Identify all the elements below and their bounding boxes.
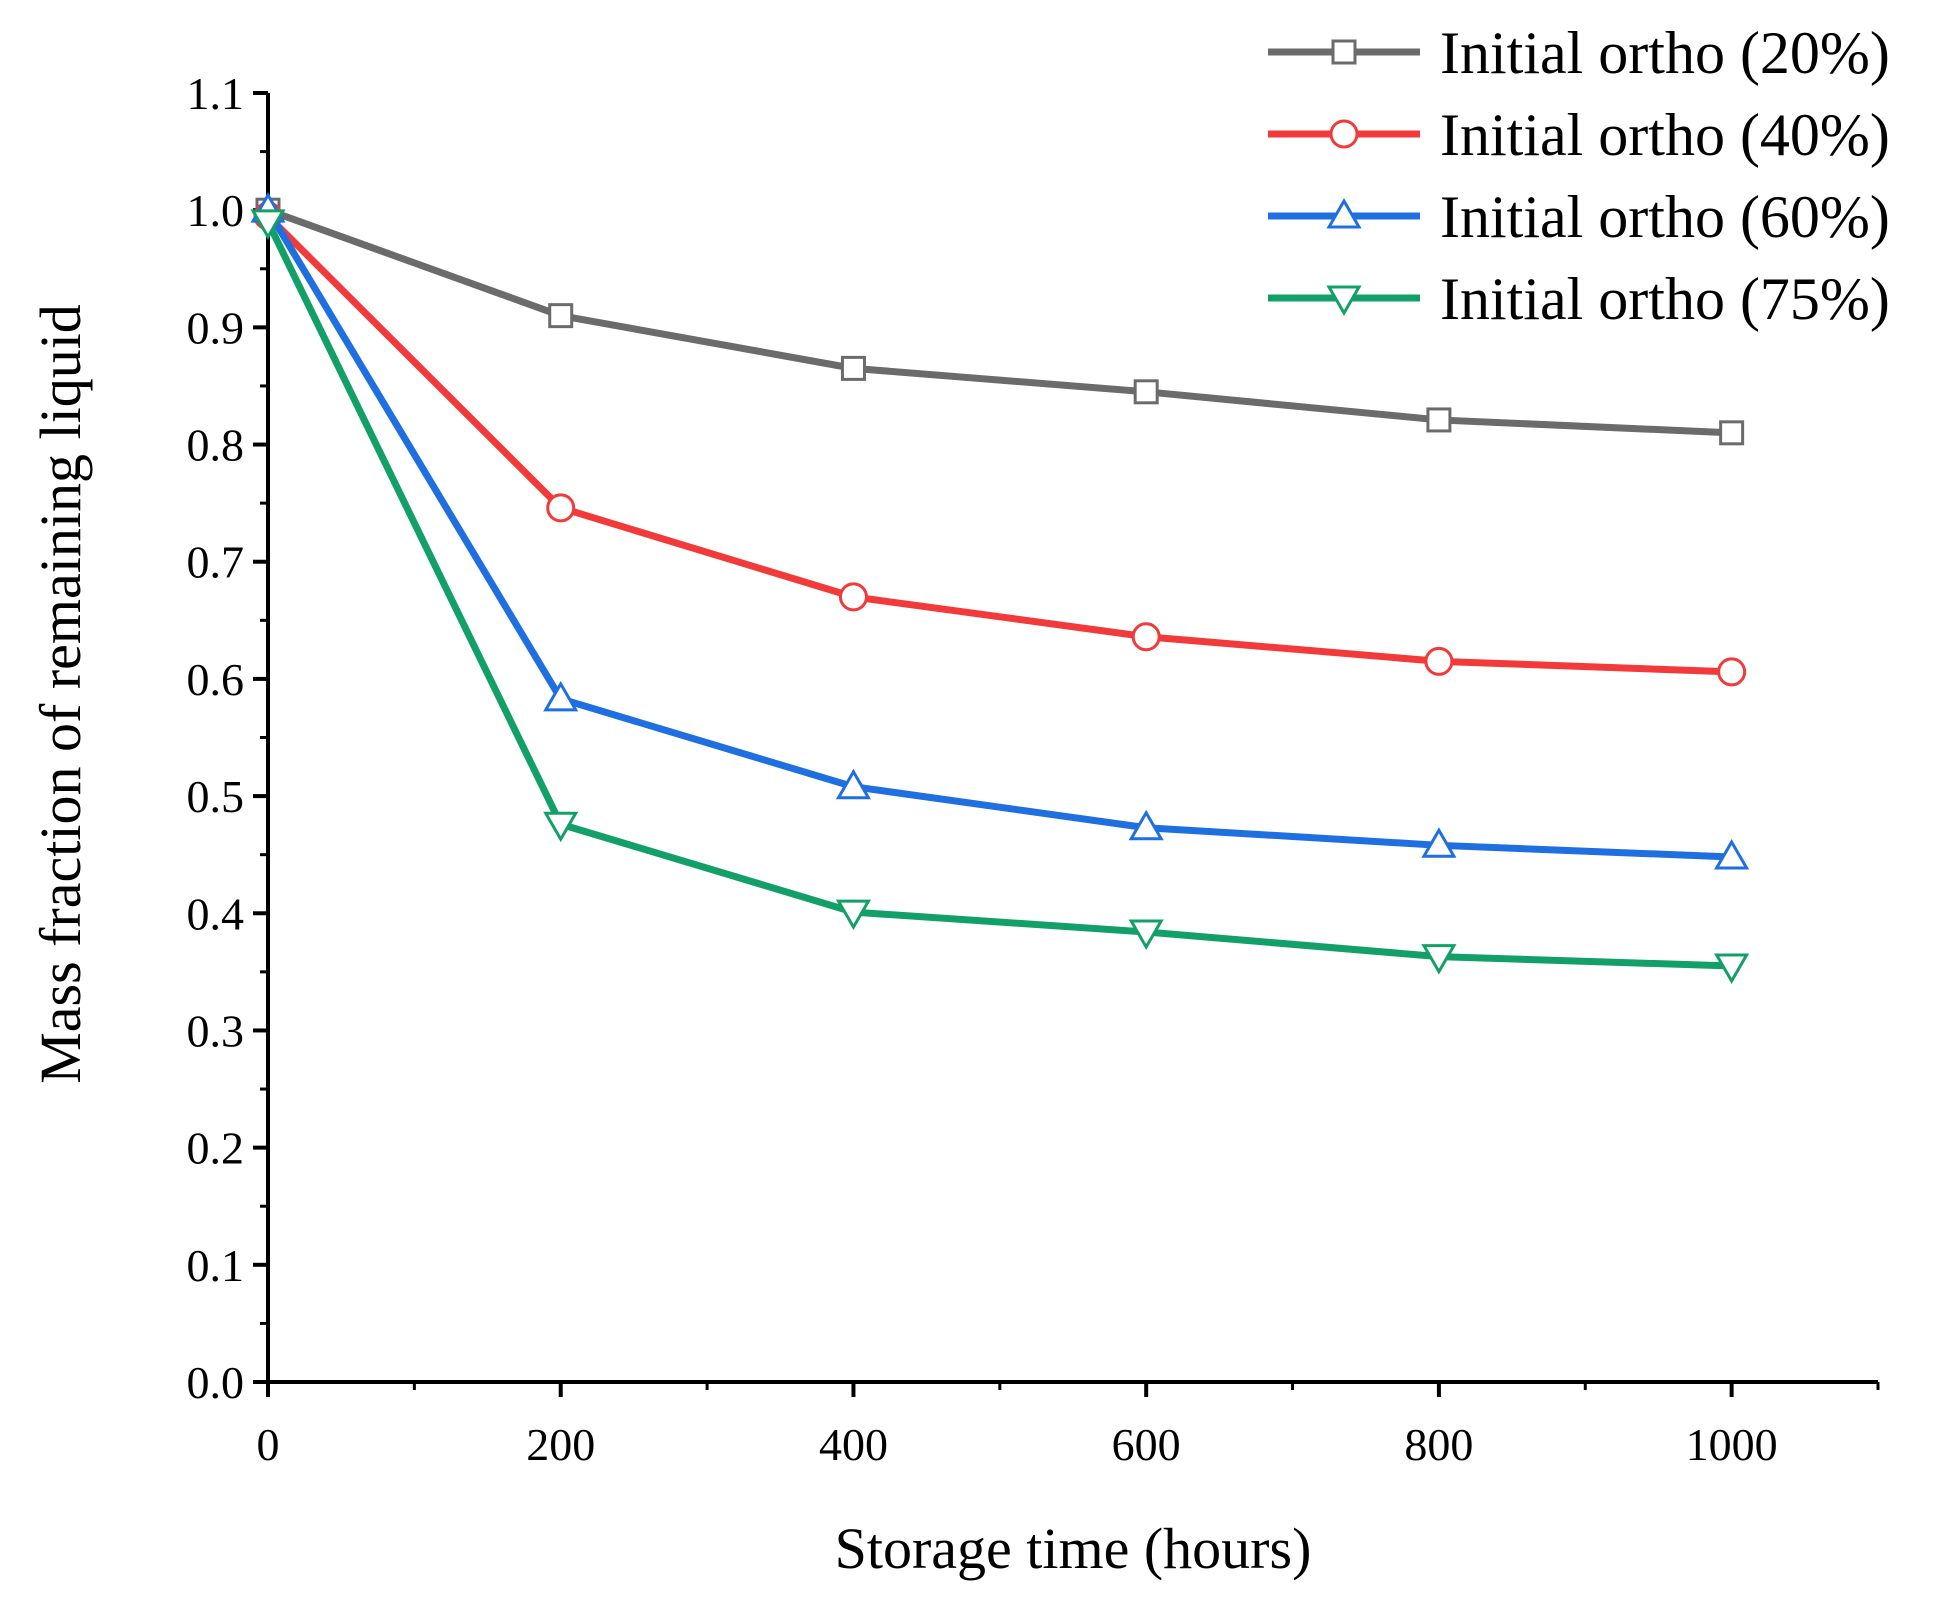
- data-point: [1424, 646, 1454, 676]
- data-point: [1426, 407, 1452, 433]
- data-point: [838, 582, 868, 612]
- y-tick-label: 0.7: [187, 537, 245, 588]
- y-axis-title: Mass fraction of remaining liquid: [28, 304, 93, 1084]
- x-tick-label: 400: [819, 1419, 888, 1470]
- y-tick-label: 0.9: [187, 302, 245, 353]
- series-line: [266, 206, 1732, 437]
- legend-marker: [1331, 39, 1357, 65]
- legend-marker: [1326, 197, 1362, 229]
- x-tick-label: 1000: [1686, 1419, 1778, 1470]
- x-axis-title: Storage time (hours): [835, 1516, 1312, 1581]
- plot-area: [250, 192, 1750, 985]
- data-point: [1719, 420, 1745, 446]
- data-point: [250, 209, 286, 240]
- y-tick-label: 0.5: [187, 771, 245, 822]
- y-tick-label: 0.2: [187, 1123, 245, 1174]
- data-point: [1714, 839, 1750, 870]
- y-tick-label: 0.4: [187, 888, 245, 939]
- legend-item: Initial ortho (40%): [1268, 102, 1890, 168]
- y-tick-label: 1.1: [187, 68, 245, 119]
- x-tick-label: 200: [526, 1419, 595, 1470]
- data-point: [1421, 827, 1457, 858]
- data-point: [1128, 809, 1164, 841]
- data-point: [1421, 944, 1457, 975]
- legend-item: Initial ortho (20%): [1268, 20, 1890, 86]
- data-point: [1133, 379, 1159, 405]
- data-point: [835, 899, 872, 931]
- x-tick-label: 0: [257, 1419, 280, 1470]
- axes: 0.0 0.1 0.2 0.3 0.4 0.5 0.6 0.7 0.8 0.9 1.0 1.1 0 200…: [187, 68, 1880, 1470]
- data-point: [1714, 953, 1750, 985]
- legend-label: Initial ortho (40%): [1440, 102, 1890, 168]
- legend-label: Initial ortho (20%): [1440, 20, 1890, 86]
- data-point: [840, 355, 866, 381]
- series-line: [264, 208, 1732, 861]
- series-line: [264, 220, 1732, 970]
- data-point: [548, 303, 574, 329]
- legend: Initial ortho (20%) Initial ortho (40%) In…: [1268, 20, 1890, 332]
- data-point: [543, 680, 579, 712]
- y-tick-label: 0.1: [187, 1240, 245, 1291]
- legend-marker: [1326, 285, 1362, 317]
- y-tick-label: 0.0: [187, 1357, 245, 1408]
- x-tick-label: 800: [1404, 1419, 1473, 1470]
- data-point: [835, 768, 872, 800]
- y-tick-label: 0.3: [187, 1005, 245, 1056]
- data-point: [546, 493, 576, 523]
- data-point: [1131, 622, 1161, 652]
- data-point: [543, 811, 579, 843]
- legend-item: Initial ortho (75%): [1268, 266, 1890, 332]
- y-tick-label: 0.8: [187, 420, 245, 471]
- legend-label: Initial ortho (75%): [1440, 266, 1890, 332]
- series-4: [250, 209, 1750, 985]
- data-point: [1128, 919, 1164, 951]
- legend-item: Initial ortho (60%): [1268, 184, 1890, 250]
- series-line: [265, 213, 1732, 676]
- legend-label: Initial ortho (60%): [1440, 184, 1890, 250]
- legend-marker: [1329, 119, 1359, 149]
- y-tick-label: 0.6: [187, 654, 245, 705]
- x-tick-label: 600: [1112, 1419, 1181, 1470]
- y-tick-label: 1.0: [187, 185, 245, 236]
- data-point: [1717, 657, 1747, 687]
